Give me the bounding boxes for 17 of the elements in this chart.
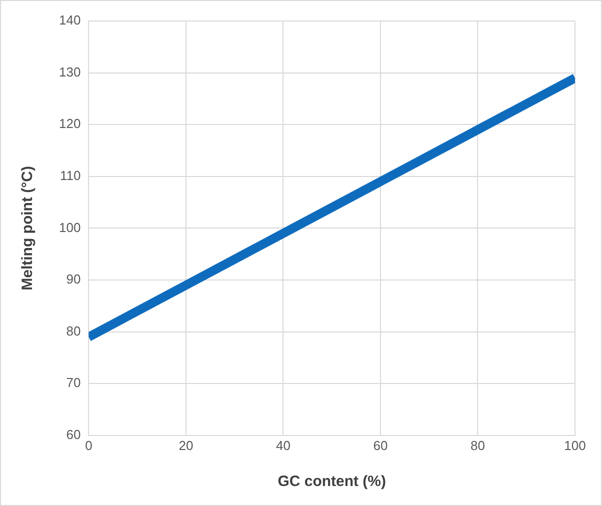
x-tick-label: 60 [373, 438, 388, 453]
x-tick-label: 40 [276, 438, 290, 453]
y-tick-label: 100 [58, 220, 81, 235]
y-tick-label: 140 [58, 12, 81, 28]
x-tick-label: 80 [470, 438, 485, 453]
y-tick-label: 110 [60, 168, 81, 183]
y-axis-title: Melting point (°C) [19, 166, 36, 290]
y-tick-label: 60 [66, 426, 81, 442]
x-tick-label: 0 [85, 438, 92, 453]
x-tick-label: 100 [564, 438, 586, 453]
y-tick-label: 80 [66, 323, 81, 338]
y-tick-label: 120 [58, 116, 81, 132]
y-tick-label: 90 [66, 272, 81, 287]
y-tick-label: 130 [58, 64, 81, 80]
y-tick-label: 70 [66, 375, 81, 390]
x-tick-label: 20 [178, 438, 194, 453]
x-axis-title: GC content (%) [278, 473, 386, 490]
